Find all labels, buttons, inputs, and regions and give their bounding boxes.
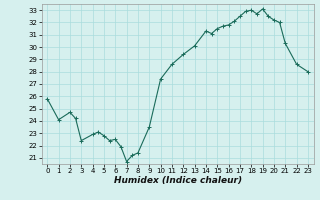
X-axis label: Humidex (Indice chaleur): Humidex (Indice chaleur) [114, 176, 242, 185]
